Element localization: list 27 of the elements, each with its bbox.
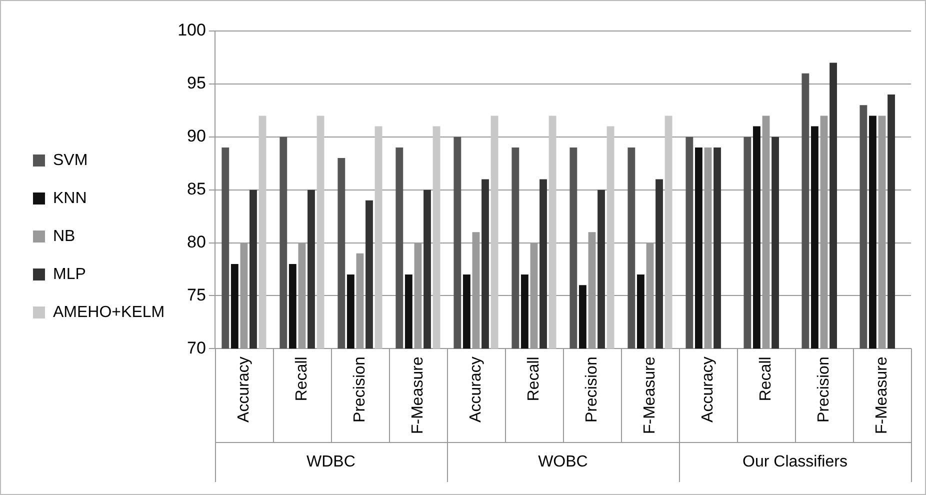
x-tick-label: Precision	[583, 356, 600, 422]
text: WDBC	[306, 453, 356, 470]
x-tick-label: Recall	[525, 356, 542, 402]
text: WOBC	[538, 453, 588, 470]
y-tick-label: 80	[187, 232, 206, 252]
x-tick-label: Recall	[757, 356, 774, 402]
x-tick-label: Precision	[815, 356, 832, 422]
x-tick-label: F-Measure	[641, 356, 658, 434]
legend-label: SVM	[53, 152, 88, 169]
legend-label: KNN	[53, 190, 87, 207]
x-tick-label: F-Measure	[873, 356, 890, 434]
x-tick-label: Accuracy	[699, 356, 716, 422]
x-tick-label: Accuracy	[235, 356, 252, 422]
legend-label: AMEHO+KELM	[53, 304, 165, 321]
y-tick-label: 90	[187, 126, 206, 146]
text: Our Classifiers	[742, 453, 848, 470]
x-tick-label: F-Measure	[409, 356, 426, 434]
y-tick-label: 85	[187, 180, 206, 199]
legend-label: MLP	[53, 266, 86, 283]
y-tick-label: 100	[178, 20, 206, 40]
y-tick-label: 95	[187, 74, 206, 93]
x-tick-label: Accuracy	[467, 356, 484, 422]
x-tick-label: Precision	[351, 356, 368, 422]
y-tick-label: 75	[187, 285, 206, 304]
x-tick-label: Recall	[293, 356, 310, 402]
y-tick-label: 70	[187, 338, 206, 358]
legend-label: NB	[53, 228, 76, 245]
